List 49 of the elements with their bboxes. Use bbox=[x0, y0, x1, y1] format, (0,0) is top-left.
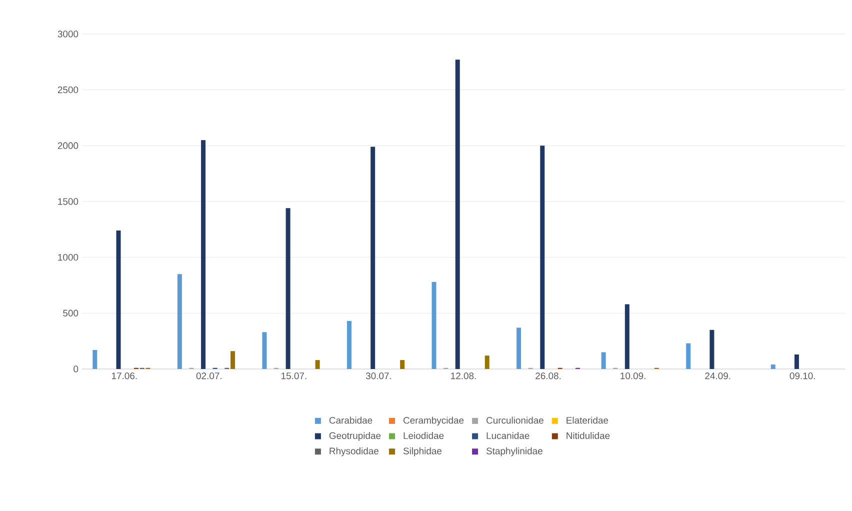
bar bbox=[262, 332, 267, 369]
x-tick-label: 10.09. bbox=[620, 372, 646, 380]
legend-label: Silphidae bbox=[403, 447, 442, 456]
x-tick-label: 12.08. bbox=[451, 372, 476, 380]
bar bbox=[177, 274, 182, 369]
y-tick-label: 3000 bbox=[58, 30, 78, 38]
bar bbox=[370, 146, 376, 369]
bar bbox=[484, 356, 490, 369]
bar bbox=[794, 354, 799, 369]
y-tick-label: 2500 bbox=[58, 86, 78, 94]
bar bbox=[315, 360, 320, 369]
y-tick-label: 0 bbox=[74, 366, 78, 372]
x-tick-label: 02.07. bbox=[196, 372, 222, 380]
y-tick-label: 1500 bbox=[58, 198, 78, 205]
legend-label: Nitidulidae bbox=[566, 432, 610, 440]
legend-label: Staphylinidae bbox=[486, 447, 542, 456]
x-tick-label: 26.08. bbox=[536, 372, 561, 380]
bar bbox=[516, 328, 522, 369]
y-tick-label: 1000 bbox=[58, 254, 78, 261]
legend-label: Elateridae bbox=[566, 416, 608, 424]
bar bbox=[346, 320, 352, 369]
bar bbox=[201, 140, 206, 369]
x-tick-label: 09.10. bbox=[790, 372, 815, 380]
bar bbox=[624, 304, 630, 369]
bar bbox=[455, 60, 460, 369]
bar bbox=[601, 352, 606, 369]
bar bbox=[116, 230, 121, 369]
x-tick-label: 30.07. bbox=[366, 372, 392, 380]
bar bbox=[286, 208, 290, 369]
legend-label: Geotrupidae bbox=[329, 432, 381, 441]
bar bbox=[432, 282, 436, 369]
bar bbox=[230, 351, 236, 369]
legend-label: Cerambycidae bbox=[404, 416, 464, 426]
legend-label: Leiodidae bbox=[404, 432, 444, 440]
legend-label: Rhysodidae bbox=[330, 447, 378, 456]
legend-label: Lucanidae bbox=[486, 432, 530, 440]
bar bbox=[400, 360, 405, 369]
x-tick-label: 17.06. bbox=[112, 372, 137, 380]
bar bbox=[770, 364, 776, 369]
x-tick-label: 15.07. bbox=[282, 372, 306, 380]
y-tick-label: 2000 bbox=[58, 142, 78, 150]
bar bbox=[686, 343, 691, 369]
bar bbox=[92, 350, 98, 369]
bar bbox=[710, 330, 714, 369]
bar bbox=[540, 146, 545, 369]
y-tick-label: 500 bbox=[63, 310, 78, 317]
x-tick-label: 24.09. bbox=[705, 372, 730, 380]
legend-label: Carabidae bbox=[329, 416, 372, 424]
legend-label: Curculionidae bbox=[486, 416, 544, 424]
